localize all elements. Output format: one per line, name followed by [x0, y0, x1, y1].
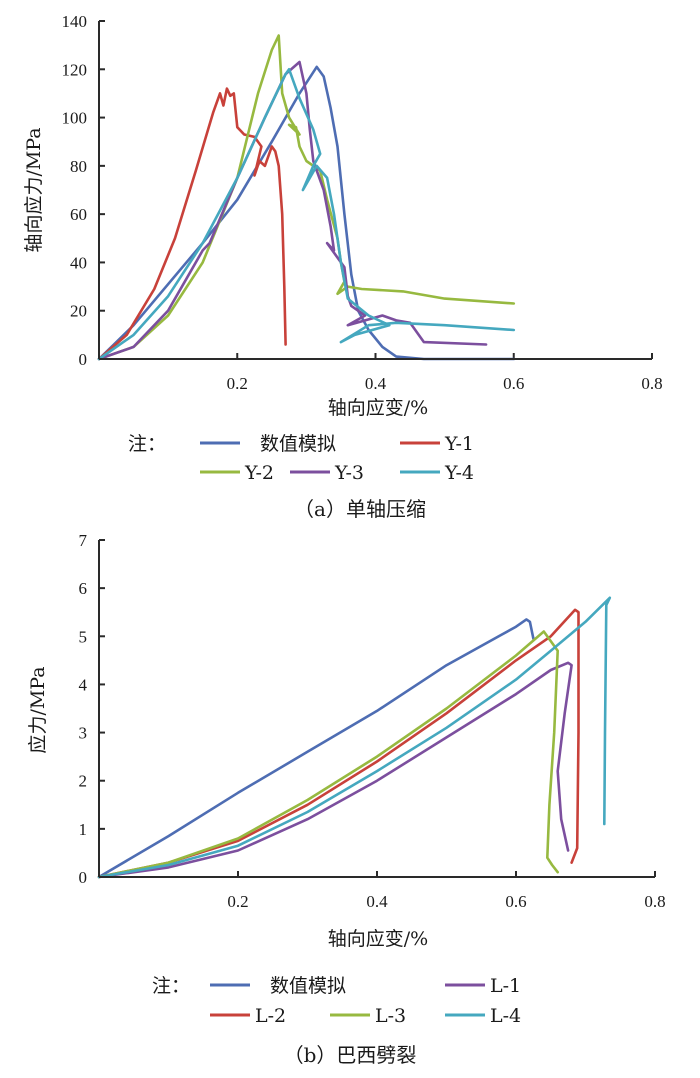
y-tick-label: 0 [79, 868, 88, 887]
chart-brazilian-splitting: 0 1 2 3 4 5 6 7 0.2 0.4 0.6 0.8 轴向应变/% 应力/MPa 注： 数值模… [27, 531, 666, 1067]
y-tick-label: 2 [79, 772, 88, 791]
y-tick-label: 1 [79, 820, 88, 839]
legend-label: L-4 [490, 1005, 521, 1027]
y-tick-label: 0 [79, 350, 88, 369]
legend-label: 数值模拟 [260, 433, 336, 455]
ticks-b: 0 1 2 3 4 5 6 7 0.2 0.4 0.6 0.8 [79, 531, 666, 911]
series-line-Y-1 [97, 87, 287, 361]
legend-label: L-1 [490, 975, 521, 997]
legend-label: Y-3 [334, 462, 364, 484]
plot-area-b [97, 596, 612, 879]
y-axis-title-a: 轴向应力/MPa [23, 127, 45, 252]
legend-label: Y-2 [244, 462, 274, 484]
legend-label: 数值模拟 [270, 975, 346, 997]
chart-uniaxial-compression: 0 20 40 60 80 100 120 140 0.2 0.4 0.6 0.8 轴向应变/% 轴向… [23, 12, 663, 521]
legend-label: L-2 [255, 1005, 286, 1027]
series-line-L-1 [97, 661, 573, 879]
caption-a: （a）单轴压缩 [294, 497, 426, 521]
y-tick-label: 40 [70, 253, 87, 272]
y-axis-title-b: 应力/MPa [27, 666, 49, 753]
legend-label: Y-4 [444, 462, 474, 484]
series-line-L-3 [97, 630, 559, 879]
y-tick-label: 80 [70, 157, 87, 176]
legend-prefix: 注： [152, 975, 190, 997]
legend-label: Y-1 [444, 433, 474, 455]
y-tick-label: 120 [62, 60, 88, 79]
y-tick-label: 5 [79, 627, 88, 646]
series-line-L-2 [97, 608, 580, 879]
y-tick-label: 60 [70, 205, 87, 224]
x-axis-title-a: 轴向应变/% [328, 397, 428, 419]
caption-b: （b）巴西劈裂 [284, 1043, 417, 1067]
y-tick-label: 6 [79, 579, 88, 598]
plot-area-a [97, 34, 516, 361]
x-tick-label: 0.4 [366, 892, 388, 911]
y-tick-label: 3 [79, 724, 88, 743]
y-tick-label: 100 [62, 109, 88, 128]
x-tick-label: 0.8 [644, 892, 665, 911]
x-tick-label: 0.2 [227, 892, 248, 911]
series-line-数值模拟 [97, 618, 535, 879]
legend-a: 注： 数值模拟 Y-1 Y-2 Y-3 Y-4 [128, 433, 474, 484]
legend-label: L-3 [375, 1005, 406, 1027]
legend-b: 注： 数值模拟 L-1 L-2 L-3 L-4 [152, 975, 521, 1027]
x-tick-label: 0.2 [227, 374, 248, 393]
y-tick-label: 7 [79, 531, 88, 550]
x-axis-title-b: 轴向应变/% [328, 928, 428, 950]
series-line-L-4 [97, 596, 612, 879]
y-tick-label: 4 [79, 675, 88, 694]
series-line-数值模拟 [97, 65, 516, 361]
y-tick-label: 140 [62, 12, 88, 31]
x-tick-label: 0.6 [503, 374, 524, 393]
ticks-a: 0 20 40 60 80 100 120 140 0.2 0.4 0.6 0.8 [62, 12, 663, 393]
series-line-Y-3 [97, 60, 488, 361]
x-tick-label: 0.8 [641, 374, 662, 393]
y-tick-label: 20 [70, 302, 87, 321]
x-tick-label: 0.6 [505, 892, 526, 911]
x-tick-label: 0.4 [365, 374, 387, 393]
series-line-Y-4 [97, 68, 516, 361]
legend-prefix: 注： [128, 433, 166, 455]
